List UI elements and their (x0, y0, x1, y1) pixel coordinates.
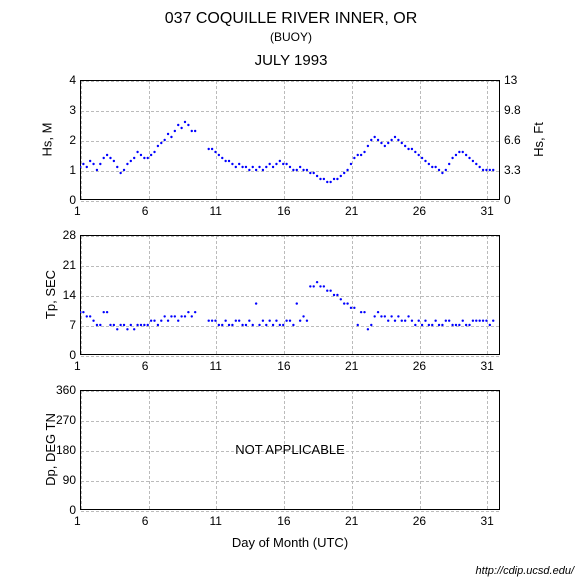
ytick-label-right: 0 (504, 193, 511, 207)
ytick-label: 1 (69, 163, 76, 177)
title-month: JULY 1993 (0, 44, 582, 69)
ytick-label: 90 (63, 473, 76, 487)
na-text: NOT APPLICABLE (80, 442, 500, 457)
xtick-label: 26 (413, 204, 426, 218)
ytick-label: 28 (63, 228, 76, 242)
panel-dp: NOT APPLICABLE (80, 390, 500, 510)
ytick-label: 14 (63, 288, 76, 302)
xtick-label: 21 (345, 514, 358, 528)
ylabel-tp-left: Tp, SEC (43, 270, 58, 319)
ytick-label: 270 (56, 413, 76, 427)
xtick-label: 11 (209, 514, 221, 528)
xtick-label: 11 (209, 359, 221, 373)
ytick-label-right: 13 (504, 73, 517, 87)
xtick-label: 6 (142, 359, 149, 373)
xtick-label: 31 (480, 204, 493, 218)
xtick-label: 6 (142, 514, 149, 528)
footer-url: http://cdip.ucsd.edu/ (476, 565, 574, 577)
xtick-label: 16 (277, 359, 290, 373)
ylabel-hs-right: Hs, Ft (531, 122, 546, 157)
xtick-label: 11 (209, 204, 221, 218)
ytick-label-right: 6.6 (504, 133, 521, 147)
ytick-label: 3 (69, 103, 76, 117)
xtick-label: 16 (277, 204, 290, 218)
xtick-label: 31 (480, 359, 493, 373)
xtick-label: 26 (413, 514, 426, 528)
ytick-label: 0 (69, 503, 76, 517)
ytick-label: 0 (69, 348, 76, 362)
ytick-label: 7 (69, 318, 76, 332)
xtick-label: 26 (413, 359, 426, 373)
title-sub: (BUOY) (0, 28, 582, 44)
ytick-label: 2 (69, 133, 76, 147)
xtick-label: 16 (277, 514, 290, 528)
panel-tp (80, 235, 500, 355)
chart-container: 037 COQUILLE RIVER INNER, OR (BUOY) JULY… (0, 0, 582, 581)
xtick-label: 6 (142, 204, 149, 218)
xlabel: Day of Month (UTC) (80, 535, 500, 550)
ytick-label: 4 (69, 73, 76, 87)
panel-hs (80, 80, 500, 200)
ytick-label-right: 3.3 (504, 163, 521, 177)
title-main: 037 COQUILLE RIVER INNER, OR (0, 0, 582, 28)
xtick-label: 21 (345, 359, 358, 373)
ytick-label: 180 (56, 443, 76, 457)
ytick-label: 360 (56, 383, 76, 397)
xtick-label: 21 (345, 204, 358, 218)
ytick-label-right: 9.8 (504, 103, 521, 117)
ytick-label: 21 (63, 258, 76, 272)
xtick-label: 31 (480, 514, 493, 528)
ylabel-hs-left: Hs, M (39, 123, 54, 157)
ytick-label: 0 (69, 193, 76, 207)
